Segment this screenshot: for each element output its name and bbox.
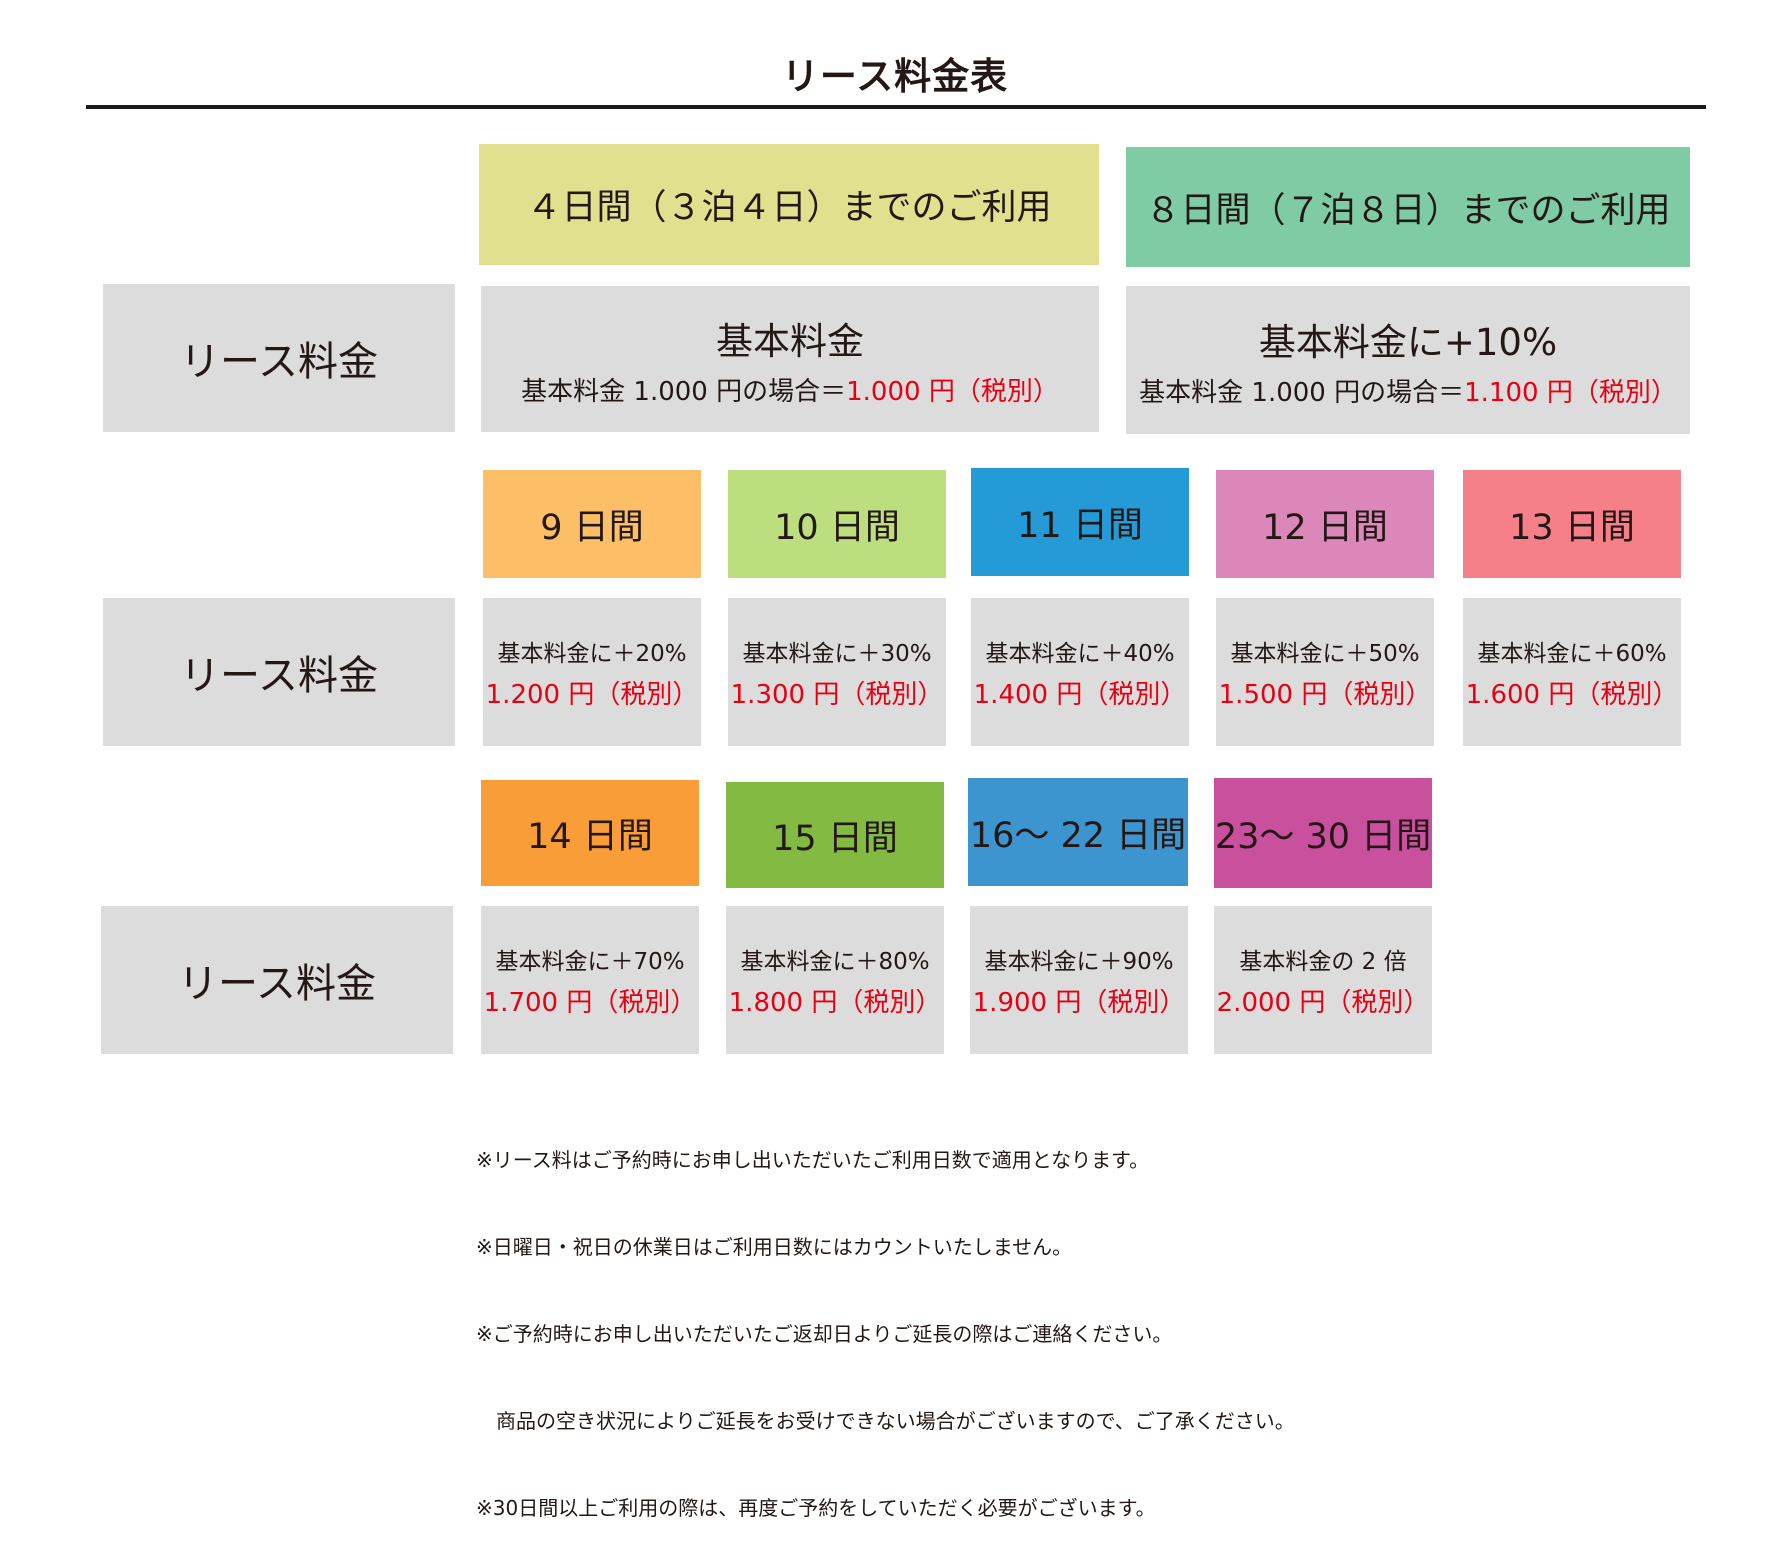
price-text: 1.300 円（税別） bbox=[730, 679, 944, 710]
row3-header-14days: 14 日間 bbox=[481, 780, 699, 886]
row2-header-11days: 11 日間 bbox=[971, 468, 1189, 576]
row2-cell-10days: 基本料金に＋30% 1.300 円（税別） bbox=[728, 598, 946, 746]
rate-text: 基本料金に＋50% bbox=[1230, 640, 1420, 667]
rate-text: 基本料金に＋80% bbox=[740, 948, 930, 975]
row2-header-13days: 13 日間 bbox=[1463, 470, 1681, 578]
price-text: 1.800 円（税別） bbox=[728, 987, 942, 1018]
notes: ※リース料はご予約時にお申し出いただいたご利用日数で適用となります。 ※日曜日・… bbox=[476, 1088, 1295, 1552]
row2-header-12days: 12 日間 bbox=[1216, 470, 1434, 578]
rate-text: 基本料金に＋70% bbox=[495, 948, 685, 975]
note-line: ※リース料はご予約時にお申し出いただいたご利用日数で適用となります。 bbox=[476, 1148, 1150, 1172]
price-text: 1.200 円（税別） bbox=[485, 679, 699, 710]
row3-cell-15days: 基本料金に＋80% 1.800 円（税別） bbox=[726, 906, 944, 1054]
row2-label: リース料金 bbox=[103, 598, 455, 746]
rate-text: 基本料金に＋30% bbox=[742, 640, 932, 667]
tier2-header: ８日間（７泊８日）までのご利用 bbox=[1126, 147, 1690, 267]
tier2-example: 基本料金 1.000 円の場合＝1.100 円（税別） bbox=[1139, 372, 1677, 409]
row3-cell-23-30days: 基本料金の 2 倍 2.000 円（税別） bbox=[1214, 906, 1432, 1054]
price-text: 2.000 円（税別） bbox=[1216, 987, 1430, 1018]
price-text: 1.600 円（税別） bbox=[1465, 679, 1679, 710]
row3-header-15days: 15 日間 bbox=[726, 782, 944, 888]
row3-header-23-30days: 23〜 30 日間 bbox=[1214, 778, 1432, 888]
rate-text: 基本料金に＋40% bbox=[985, 640, 1175, 667]
tier1-price-cell: 基本料金 基本料金 1.000 円の場合＝1.000 円（税別） bbox=[481, 286, 1099, 432]
tier2-example-price: 1.100 円（税別） bbox=[1464, 377, 1677, 408]
rate-text: 基本料金に＋90% bbox=[984, 948, 1174, 975]
row3-header-16-22days: 16〜 22 日間 bbox=[968, 778, 1188, 886]
note-line: ※日曜日・祝日の休業日はご利用日数にはカウントいたしません。 bbox=[476, 1235, 1073, 1259]
tier2-example-prefix: 基本料金 1.000 円の場合＝ bbox=[1139, 377, 1465, 408]
row3-cell-16-22days: 基本料金に＋90% 1.900 円（税別） bbox=[970, 906, 1188, 1054]
row2-header-10days: 10 日間 bbox=[728, 470, 946, 578]
rate-text: 基本料金の 2 倍 bbox=[1239, 948, 1407, 975]
row2-cell-9days: 基本料金に＋20% 1.200 円（税別） bbox=[483, 598, 701, 746]
note-line: 商品の空き状況によりご延長をお受けできない場合がございますので、ご了承ください。 bbox=[476, 1409, 1295, 1433]
tier1-example-price: 1.000 円（税別） bbox=[846, 376, 1059, 407]
tier1-example: 基本料金 1.000 円の場合＝1.000 円（税別） bbox=[521, 371, 1059, 408]
tier1-header: ４日間（３泊４日）までのご利用 bbox=[479, 144, 1099, 265]
price-text: 1.400 円（税別） bbox=[973, 679, 1187, 710]
page-title: リース料金表 bbox=[781, 55, 1009, 98]
title-underline bbox=[86, 105, 1706, 109]
tier2-main: 基本料金に+10% bbox=[1258, 320, 1558, 364]
row1-label: リース料金 bbox=[103, 284, 455, 432]
tier1-example-prefix: 基本料金 1.000 円の場合＝ bbox=[521, 376, 847, 407]
price-text: 1.900 円（税別） bbox=[972, 987, 1186, 1018]
row3-label: リース料金 bbox=[101, 906, 453, 1054]
row2-header-9days: 9 日間 bbox=[483, 470, 701, 578]
price-text: 1.700 円（税別） bbox=[483, 987, 697, 1018]
row3-cell-14days: 基本料金に＋70% 1.700 円（税別） bbox=[481, 906, 699, 1054]
row2-cell-12days: 基本料金に＋50% 1.500 円（税別） bbox=[1216, 598, 1434, 746]
tier1-main: 基本料金 bbox=[716, 319, 864, 363]
note-line: ※ご予約時にお申し出いただいたご返却日よりご延長の際はご連絡ください。 bbox=[476, 1322, 1173, 1346]
note-line: ※30日間以上ご利用の際は、再度ご予約をしていただく必要がございます。 bbox=[476, 1496, 1156, 1520]
rate-text: 基本料金に＋20% bbox=[497, 640, 687, 667]
row2-cell-13days: 基本料金に＋60% 1.600 円（税別） bbox=[1463, 598, 1681, 746]
rate-text: 基本料金に＋60% bbox=[1477, 640, 1667, 667]
row2-cell-11days: 基本料金に＋40% 1.400 円（税別） bbox=[971, 598, 1189, 746]
tier2-price-cell: 基本料金に+10% 基本料金 1.000 円の場合＝1.100 円（税別） bbox=[1126, 286, 1690, 434]
price-text: 1.500 円（税別） bbox=[1218, 679, 1432, 710]
